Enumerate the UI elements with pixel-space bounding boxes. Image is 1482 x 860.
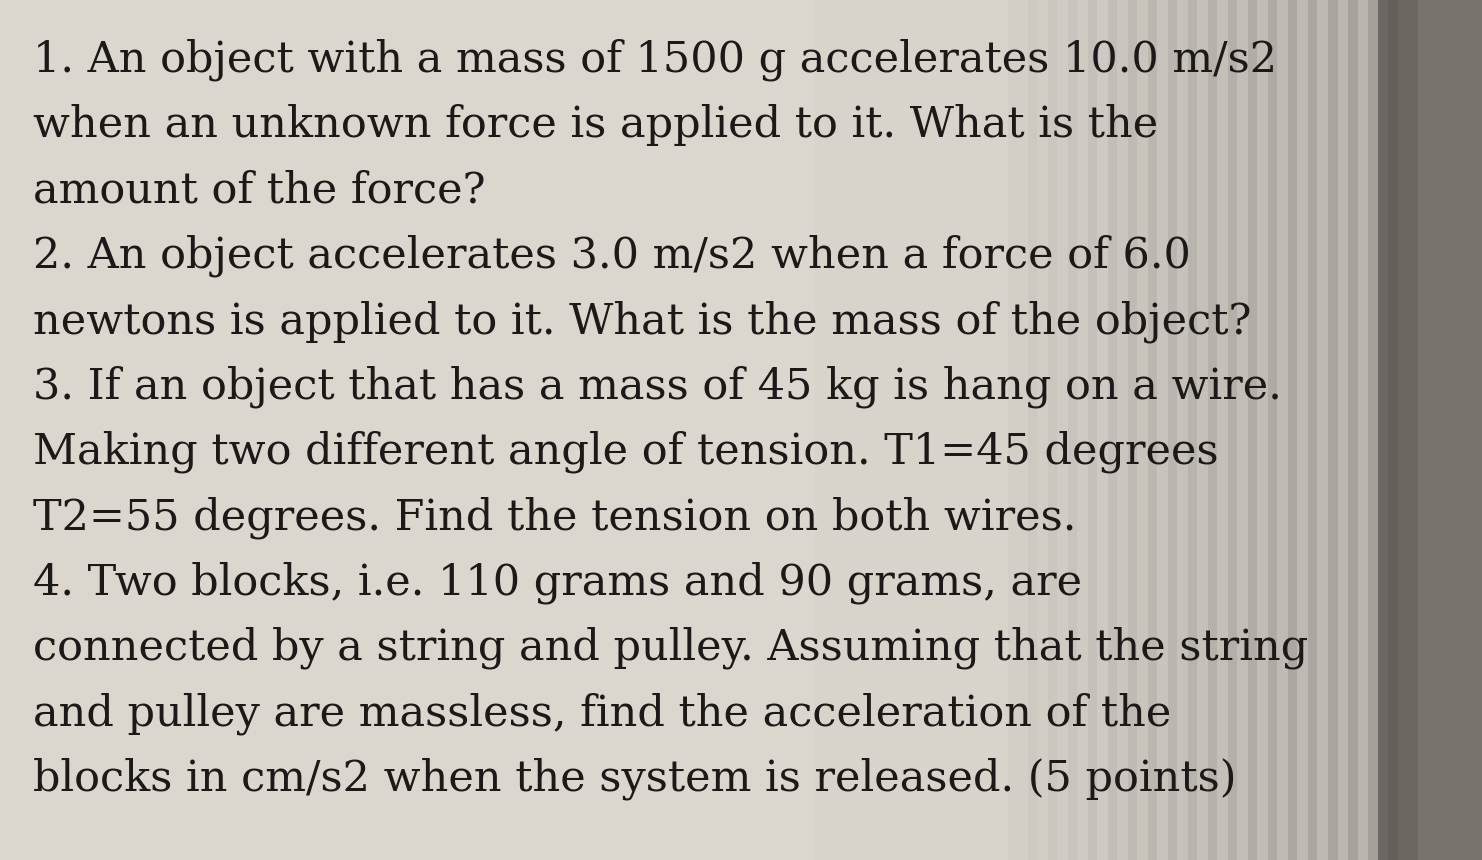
Text: blocks in cm/s2 when the system is released. (5 points): blocks in cm/s2 when the system is relea… (33, 758, 1236, 800)
Text: T2=55 degrees. Find the tension on both wires.: T2=55 degrees. Find the tension on both … (33, 496, 1076, 538)
Text: 3. If an object that has a mass of 45 kg is hang on a wire.: 3. If an object that has a mass of 45 kg… (33, 366, 1282, 408)
Bar (1248, 0, 1277, 860)
Bar (1088, 0, 1117, 860)
Bar (1378, 0, 1482, 860)
Bar (0, 0, 1112, 860)
Bar (1328, 0, 1358, 860)
Text: 4. Two blocks, i.e. 110 grams and 90 grams, are: 4. Two blocks, i.e. 110 grams and 90 gra… (33, 562, 1082, 604)
Bar (1189, 0, 1218, 860)
Bar (1109, 0, 1138, 860)
Text: Making two different angle of tension. T1=45 degrees: Making two different angle of tension. T… (33, 431, 1218, 473)
Bar (1307, 0, 1338, 860)
Bar (1149, 0, 1178, 860)
Bar (1067, 0, 1097, 860)
Bar (1208, 0, 1237, 860)
Text: when an unknown force is applied to it. What is the: when an unknown force is applied to it. … (33, 104, 1157, 146)
Text: connected by a string and pulley. Assuming that the string: connected by a string and pulley. Assumi… (33, 627, 1307, 669)
Bar (1389, 0, 1418, 860)
Bar (1168, 0, 1197, 860)
Bar (1128, 0, 1157, 860)
Bar (1048, 0, 1077, 860)
Bar (1288, 0, 1317, 860)
Text: 2. An object accelerates 3.0 m/s2 when a force of 6.0: 2. An object accelerates 3.0 m/s2 when a… (33, 235, 1190, 277)
Bar (1269, 0, 1298, 860)
Text: 1. An object with a mass of 1500 g accelerates 10.0 m/s2: 1. An object with a mass of 1500 g accel… (33, 39, 1276, 81)
Bar (0, 0, 815, 860)
Bar (1368, 0, 1398, 860)
Bar (1008, 0, 1037, 860)
Bar (1349, 0, 1378, 860)
Text: and pulley are massless, find the acceleration of the: and pulley are massless, find the accele… (33, 692, 1171, 734)
Bar (1227, 0, 1257, 860)
Text: newtons is applied to it. What is the mass of the object?: newtons is applied to it. What is the ma… (33, 300, 1251, 342)
Bar (1029, 0, 1058, 860)
Text: amount of the force?: amount of the force? (33, 169, 485, 212)
